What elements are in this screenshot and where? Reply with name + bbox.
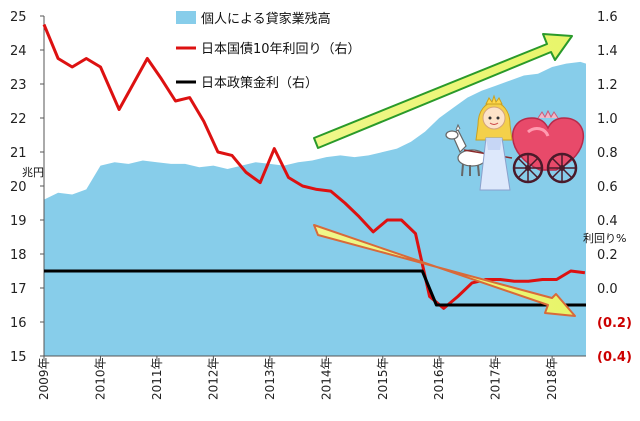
- axes-layer: 15 16 17 18 19 20 21 22 23 24 25 1.6 1.4 1.2 1.0 0.8 0.6…: [10, 10, 632, 400]
- y-left-axis-unit: 兆円: [22, 166, 44, 179]
- x-tick-label: 2014年: [319, 357, 333, 400]
- legend-swatch-area: [176, 11, 196, 24]
- legend-label-jgb-yield: 日本国債10年利回り（右）: [201, 42, 361, 57]
- line-series-jgb-10y-yield: [42, 23, 586, 310]
- x-tick-label: 2009年: [37, 357, 51, 400]
- y-right-tick-label: 0.0: [597, 282, 618, 297]
- y-right-tick-label: 1.6: [597, 10, 618, 25]
- y-left-tick-label: 18: [10, 248, 27, 263]
- y-right-tick-label: (0.2): [597, 316, 632, 331]
- uptrend-arrow-icon: [313, 33, 573, 149]
- x-tick-label: 2015年: [376, 357, 390, 400]
- y-right-tick-label: 1.0: [597, 112, 618, 127]
- legend-item-jgb-yield: 日本国債10年利回り（右）: [176, 42, 361, 57]
- y-right-tick-label: 1.2: [597, 78, 618, 93]
- y-left-tick-label: 20: [10, 180, 27, 195]
- y-right-tick-label: 0.6: [597, 180, 618, 195]
- legend-label-policy-rate: 日本政策金利（右）: [201, 75, 318, 91]
- y-left-tick-label: 25: [10, 10, 27, 25]
- y-right-axis-unit: 利回り%: [583, 232, 626, 245]
- legend: 個人による貸家業残高 日本国債10年利回り（右） 日本政策金利（右）: [176, 11, 361, 91]
- x-tick-label: 2017年: [489, 357, 503, 400]
- x-tick-label: 2011年: [150, 357, 164, 400]
- y-left-tick-label: 15: [10, 350, 27, 365]
- y-left-tick-label: 16: [10, 316, 27, 331]
- y-right-tick-label: 0.8: [597, 146, 618, 161]
- line-series-layer: [42, 23, 586, 310]
- y-left-tick-label: 17: [10, 282, 27, 297]
- area-series-layer: [44, 61, 586, 357]
- x-tick-label: 2013年: [263, 357, 277, 400]
- y-right-tick-label: 0.4: [597, 214, 618, 229]
- y-left-tick-label: 22: [10, 112, 27, 127]
- princess-icon: [475, 94, 513, 191]
- legend-label-rental-loan: 個人による貸家業残高: [201, 11, 331, 27]
- area-series-rental-loan-balance: [44, 61, 586, 357]
- y-right-tick-label: 1.4: [597, 44, 618, 59]
- legend-item-rental-loan: 個人による貸家業残高: [176, 11, 331, 27]
- x-tick-label: 2016年: [432, 357, 446, 400]
- y-left-tick-label: 21: [10, 146, 27, 161]
- y-right-tick-label: 0.2: [597, 248, 618, 263]
- princess-carriage-illustration: [445, 94, 585, 191]
- x-tick-label: 2018年: [545, 357, 559, 400]
- line-series-policy-rate: [44, 269, 586, 307]
- legend-item-policy-rate: 日本政策金利（右）: [176, 75, 318, 91]
- y-left-tick-label: 24: [10, 44, 27, 59]
- x-tick-label: 2010年: [93, 357, 107, 400]
- y-left-tick-label: 19: [10, 214, 27, 229]
- x-tick-label: 2012年: [206, 357, 220, 400]
- y-left-tick-label: 23: [10, 78, 27, 93]
- y-right-tick-label: (0.4): [597, 350, 632, 365]
- downtrend-arrow-icon: [313, 224, 576, 317]
